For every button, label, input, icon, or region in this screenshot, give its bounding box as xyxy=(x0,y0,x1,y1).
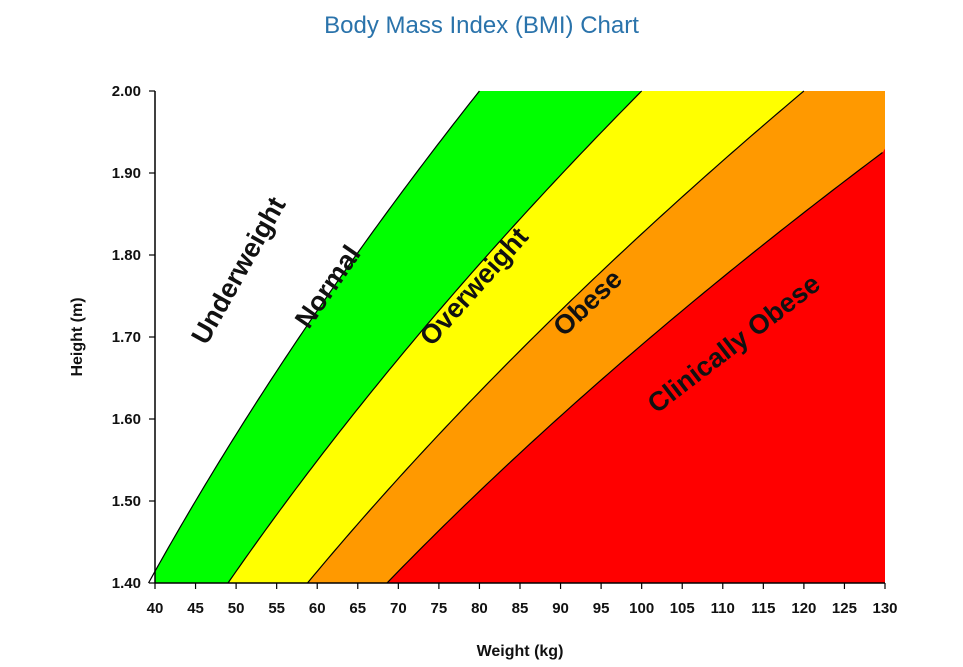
y-axis-label: Height (m) xyxy=(69,297,86,376)
y-axis-ticks: 1.40 1.50 1.60 1.70 1.80 1.90 2.00 xyxy=(112,83,155,592)
x-axis-ticks: 40 45 50 55 60 65 70 75 80 85 90 95 100 105 110 115 120 1… xyxy=(147,583,898,617)
zone-area-3 xyxy=(307,91,885,583)
x-tick-label: 80 xyxy=(471,600,488,617)
x-tick-label: 65 xyxy=(349,600,366,617)
x-tick-label: 70 xyxy=(390,600,407,617)
chart-title: Body Mass Index (BMI) Chart xyxy=(324,12,639,39)
x-axis-label: Weight (kg) xyxy=(477,643,564,660)
x-tick-label: 100 xyxy=(629,600,654,617)
bmi-boundary-3 xyxy=(386,152,883,584)
y-tick-label: 1.50 xyxy=(112,493,141,510)
x-tick-label: 130 xyxy=(872,600,897,617)
x-tick-label: 50 xyxy=(228,600,245,617)
x-tick-label: 40 xyxy=(147,600,164,617)
y-tick-label: 1.70 xyxy=(112,329,141,346)
x-tick-label: 60 xyxy=(309,600,326,617)
x-tick-label: 75 xyxy=(431,600,448,617)
bmi-boundary-lines xyxy=(147,90,883,584)
y-tick-label: 1.60 xyxy=(112,411,141,428)
x-tick-label: 110 xyxy=(711,600,735,617)
y-tick-label: 1.90 xyxy=(112,165,141,182)
x-tick-label: 55 xyxy=(268,600,285,617)
bmi-zones xyxy=(155,91,885,583)
bmi-boundary-2 xyxy=(307,90,805,584)
zone-area-2 xyxy=(228,91,804,583)
x-tick-label: 45 xyxy=(187,600,204,617)
y-tick-label: 1.40 xyxy=(112,575,141,592)
bmi-boundary-0 xyxy=(147,90,480,584)
x-tick-label: 125 xyxy=(832,600,857,617)
zone-area-4 xyxy=(386,91,885,583)
zone-area-0 xyxy=(155,91,480,583)
x-tick-label: 95 xyxy=(593,600,610,617)
bmi-boundary-1 xyxy=(227,90,643,584)
x-tick-label: 120 xyxy=(791,600,816,617)
y-tick-label: 1.80 xyxy=(112,247,141,264)
x-tick-label: 90 xyxy=(552,600,569,617)
x-tick-label: 105 xyxy=(670,600,695,617)
y-tick-label: 2.00 xyxy=(112,83,141,100)
x-tick-label: 85 xyxy=(512,600,529,617)
zone-area-1 xyxy=(155,91,642,583)
x-tick-label: 115 xyxy=(751,600,775,617)
